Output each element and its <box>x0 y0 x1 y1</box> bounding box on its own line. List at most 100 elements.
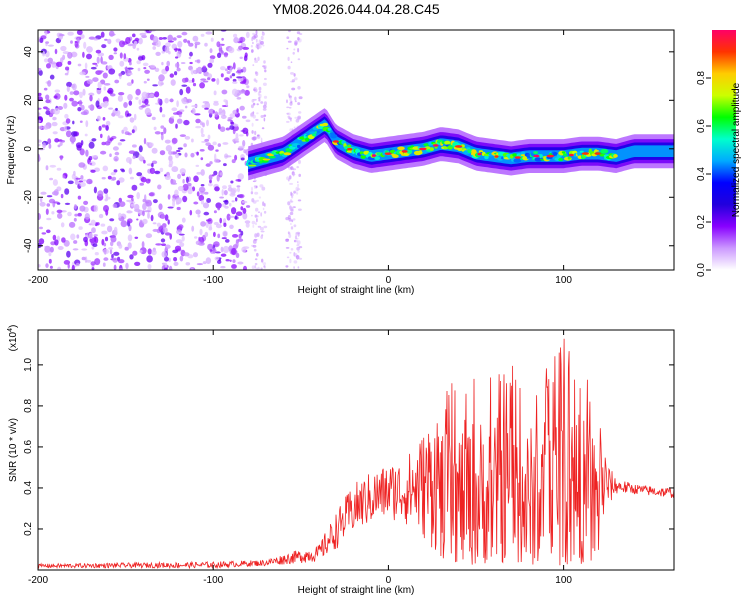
noise-blob <box>139 182 144 186</box>
noise-blob <box>217 233 221 239</box>
noise-blob <box>57 266 62 270</box>
noise-blob <box>81 248 88 251</box>
noise-blob <box>217 52 222 58</box>
noise-band-blob <box>255 215 259 218</box>
noise-blob <box>220 265 226 269</box>
noise-band-blob <box>297 37 300 41</box>
noise-blob <box>191 105 198 108</box>
noise-band-blob <box>296 240 301 245</box>
noise-blob <box>234 137 239 142</box>
noise-blob <box>113 52 118 55</box>
noise-blob <box>209 179 212 184</box>
noise-band-blob <box>255 222 257 226</box>
noise-blob <box>233 37 240 44</box>
noise-band-blob <box>289 205 292 210</box>
noise-blob <box>142 210 145 217</box>
noise-blob <box>150 214 154 222</box>
noise-band-blob <box>293 224 297 228</box>
noise-blob <box>67 31 74 36</box>
noise-band-blob <box>252 200 257 204</box>
ridge-blob <box>397 146 405 151</box>
noise-band-blob <box>251 122 254 127</box>
noise-blob <box>223 222 227 227</box>
noise-blob <box>167 219 170 225</box>
noise-blob <box>213 210 217 214</box>
noise-blob <box>131 79 134 84</box>
noise-blob <box>235 252 240 258</box>
noise-blob <box>46 229 51 234</box>
noise-blob <box>66 81 73 88</box>
noise-blob <box>196 59 201 64</box>
noise-band-blob <box>256 199 259 202</box>
noise-blob <box>65 118 71 124</box>
noise-blob <box>147 248 152 255</box>
noise-blob <box>60 193 64 199</box>
noise-band-blob <box>296 192 299 195</box>
noise-blob <box>108 107 113 110</box>
noise-blob <box>46 107 50 112</box>
ridge-peak <box>418 147 427 151</box>
noise-blob <box>224 68 229 72</box>
noise-band-blob <box>296 31 301 35</box>
x-tick-label: 100 <box>555 575 572 586</box>
noise-blob <box>141 91 148 99</box>
noise-blob <box>226 213 231 221</box>
noise-band-blob <box>287 232 291 235</box>
noise-blob <box>157 184 162 190</box>
noise-blob <box>167 206 174 209</box>
snr-scale-close: ) <box>8 325 19 328</box>
noise-blob <box>198 186 206 193</box>
colorbar-tick-label: 0.2 <box>696 215 707 229</box>
noise-blob <box>73 90 80 96</box>
noise-blob <box>229 125 235 130</box>
noise-blob <box>83 200 89 205</box>
noise-blob <box>47 44 55 47</box>
noise-band-blob <box>251 220 256 225</box>
noise-blob <box>95 100 100 108</box>
noise-blob <box>82 88 86 96</box>
noise-blob <box>157 98 161 104</box>
noise-blob <box>216 78 220 85</box>
noise-blob <box>183 252 190 257</box>
noise-blob <box>199 228 203 236</box>
noise-blob <box>67 180 74 185</box>
noise-blob <box>236 108 239 113</box>
noise-blob <box>140 176 147 183</box>
noise-blob <box>45 208 49 215</box>
noise-blob <box>232 128 236 135</box>
noise-blob <box>219 172 223 176</box>
noise-blob <box>191 78 195 83</box>
noise-band-blob <box>252 224 255 228</box>
noise-band-blob <box>261 258 264 263</box>
noise-band-blob <box>291 195 294 199</box>
noise-blob <box>189 61 193 65</box>
noise-blob <box>244 89 250 96</box>
noise-blob <box>125 37 131 44</box>
noise-blob <box>179 255 184 262</box>
ridge-blob <box>262 158 271 161</box>
noise-blob <box>106 65 111 70</box>
noise-blob <box>164 256 169 262</box>
noise-blob <box>71 131 78 137</box>
noise-blob <box>46 217 52 221</box>
noise-blob <box>116 180 121 186</box>
noise-band-blob <box>293 48 296 51</box>
noise-blob <box>49 177 54 181</box>
noise-band-blob <box>287 201 291 206</box>
noise-band-blob <box>291 219 294 223</box>
noise-blob <box>103 83 111 86</box>
y-tick-label: -40 <box>23 238 34 253</box>
noise-blob <box>236 97 242 100</box>
noise-blob <box>206 219 212 222</box>
noise-blob <box>200 169 205 176</box>
noise-blob <box>51 121 58 127</box>
noise-blob <box>101 141 106 146</box>
noise-blob <box>45 165 49 171</box>
noise-blob <box>45 41 50 44</box>
noise-blob <box>113 251 120 256</box>
noise-blob <box>111 176 117 181</box>
noise-blob <box>118 177 125 183</box>
noise-blob <box>117 95 123 102</box>
noise-blob <box>232 81 238 84</box>
noise-blob <box>46 203 51 207</box>
